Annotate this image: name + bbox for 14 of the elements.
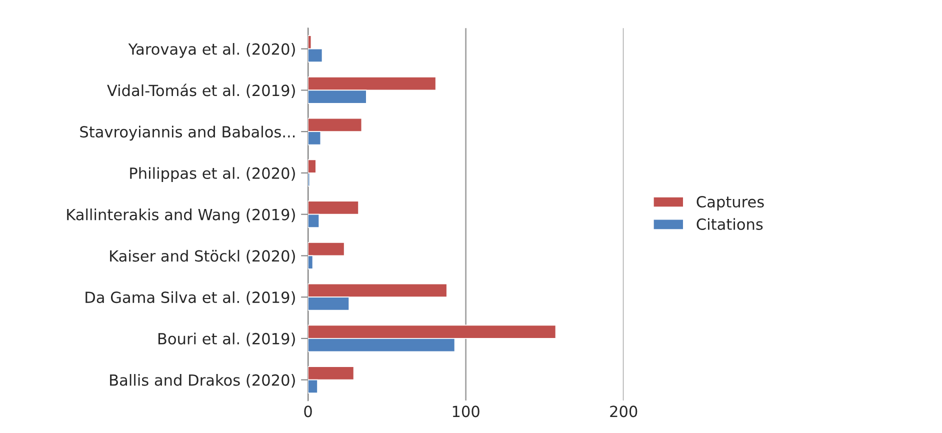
y-tick-label: Yarovaya et al. (2020) (128, 43, 295, 58)
legend-label: Citations (696, 218, 763, 230)
y-tick-label: Vidal-Tomás et al. (2019) (107, 84, 295, 98)
y-tick-label: Ballis and Drakos (2020) (110, 374, 295, 388)
y-tick-label: Kaiser and Stöckl (2020) (110, 250, 295, 264)
y-tick-label: Philippas et al. (2020) (130, 167, 295, 182)
legend-label: Captures (696, 196, 764, 211)
x-tick-label: 200 (610, 406, 638, 418)
x-tick-label: 100 (452, 406, 480, 418)
y-tick-label: Stavroyiannis and Babalos... (80, 126, 295, 141)
y-tick-label: Bouri et al. (2019) (158, 332, 295, 346)
y-tick-label: Da Gama Silva et al. (2019) (86, 291, 295, 305)
x-tick-label: 0 (304, 406, 312, 418)
y-tick-label: Kallinterakis and Wang (2019) (67, 208, 295, 224)
